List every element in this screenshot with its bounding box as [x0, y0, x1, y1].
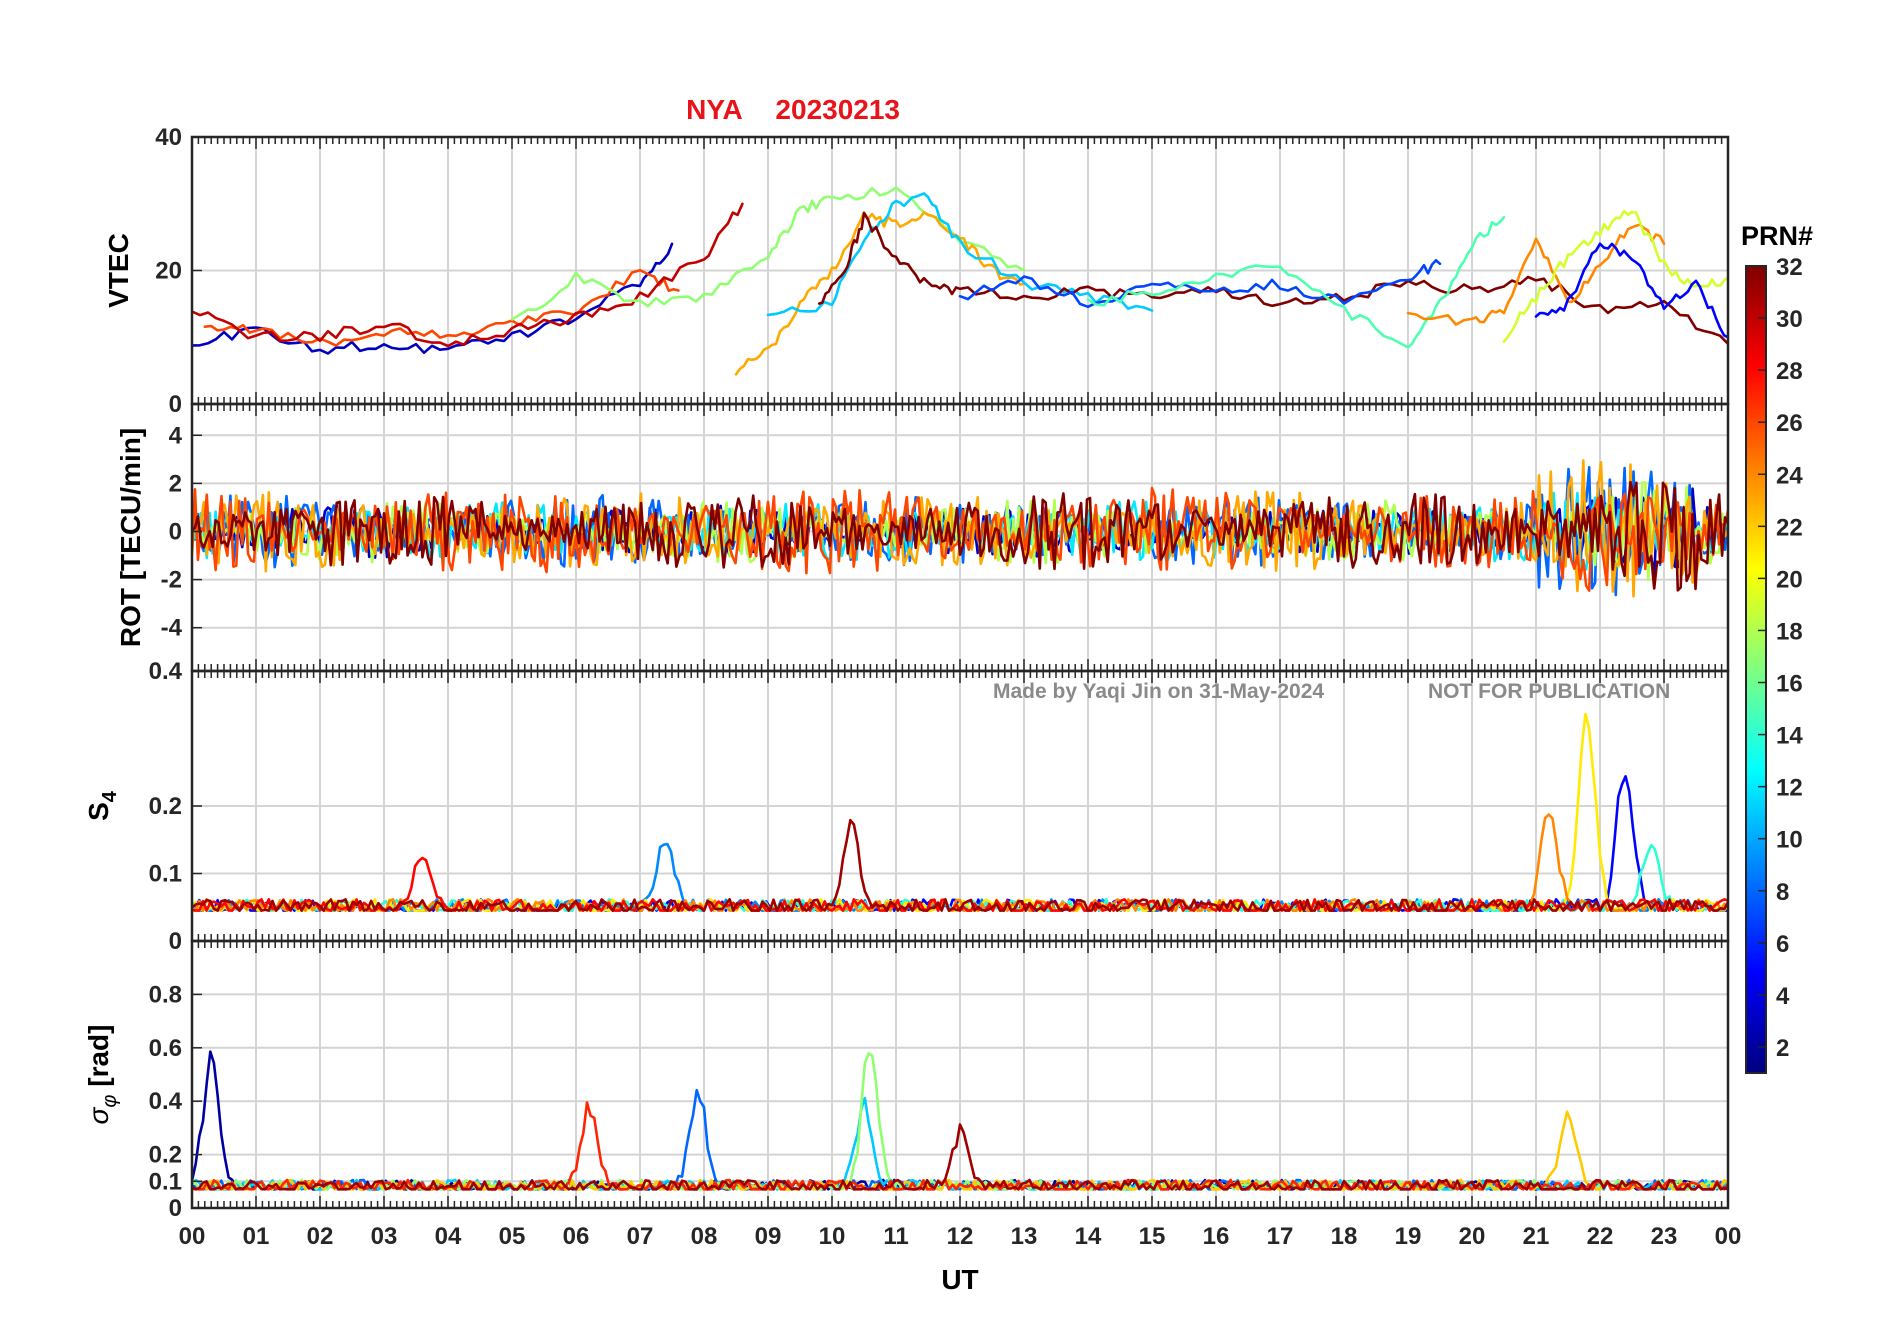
x-tick-label: 17	[1267, 1223, 1294, 1250]
series-prn-23	[734, 210, 1026, 376]
y-tick-label: 2	[169, 470, 182, 497]
colorbar-tick-label: 18	[1776, 618, 1803, 645]
colorbar-tick-label: 14	[1776, 723, 1803, 750]
y-tick-label: -4	[161, 615, 183, 642]
y-tick-label: 0.4	[149, 1088, 183, 1115]
x-tick-label: 12	[947, 1223, 974, 1250]
x-tick-label: 00	[179, 1223, 206, 1250]
panel-vtec-series	[192, 186, 1728, 376]
x-tick-label: 05	[499, 1223, 526, 1250]
x-tick-label: 04	[435, 1223, 462, 1250]
series-prn-26	[203, 268, 680, 347]
colorbar-tick-label: 20	[1776, 566, 1803, 593]
watermark-author: Made by Yaqi Jin on 31-May-2024	[993, 680, 1324, 703]
panel-s4-series	[192, 712, 1728, 912]
x-axis-label: UT	[941, 1264, 978, 1295]
series-prn-15	[1086, 215, 1506, 349]
y-tick-label: 0	[169, 928, 182, 955]
colorbar-tick-label: 30	[1776, 306, 1803, 333]
colorbar-tick-label: 28	[1776, 358, 1803, 385]
series-prn-30	[192, 202, 744, 348]
colorbar-tick-label: 8	[1776, 879, 1789, 906]
colorbar-tick-label: 16	[1776, 671, 1803, 698]
colorbar-tick-label: 24	[1776, 462, 1803, 489]
y-tick-label: 4	[169, 422, 183, 449]
title-date: 20230213	[775, 94, 900, 125]
series-prn-32	[192, 480, 1728, 592]
x-tick-label: 21	[1523, 1223, 1550, 1250]
y-tick-label: 0.1	[149, 1168, 182, 1195]
y-axis-label-s4: S4	[83, 790, 121, 821]
panel-rot-series	[192, 459, 1728, 598]
colorbar-tick-label: 10	[1776, 827, 1803, 854]
colorbar-tick-label: 12	[1776, 775, 1803, 802]
y-axis-label-rot: ROT [TECU/min]	[115, 428, 146, 647]
x-tick-label: 16	[1203, 1223, 1230, 1250]
colorbar-tick-label: 6	[1776, 931, 1789, 958]
x-tick-label: 14	[1075, 1223, 1102, 1250]
colorbar	[1745, 265, 1767, 1074]
x-tick-label: 23	[1651, 1223, 1678, 1250]
panel-sigma_phi: 0.8 0.6 0.4 0.20.10 σφ [rad]	[83, 939, 1730, 1222]
series-prn-5	[1534, 242, 1728, 339]
x-tick-labels: 00 01 02 03 04 05 06 07 08 09 10 11 12 13 14 15 16 17 18 19…	[179, 1223, 1742, 1250]
panel-rot: 4 2 0 -2 -4 ROT [TECU/min]	[115, 402, 1730, 673]
colorbar-label: PRN#	[1741, 221, 1813, 251]
series-prn-31	[192, 1123, 1728, 1191]
x-tick-label: 00	[1715, 1223, 1742, 1250]
y-tick-label: 20	[155, 258, 182, 285]
title-station: NYA	[686, 94, 742, 125]
x-tick-label: 08	[691, 1223, 718, 1250]
colorbar-tick-label: 32	[1776, 254, 1803, 281]
panel-vtec: 40 20 0 VTEC	[103, 124, 1730, 418]
colorbar-tick-label: 2	[1776, 1035, 1789, 1062]
x-tick-label: 06	[563, 1223, 590, 1250]
x-tick-label: 13	[1011, 1223, 1038, 1250]
y-axis-label-sigma_phi: σφ [rad]	[83, 1025, 121, 1125]
x-tick-label: 01	[243, 1223, 270, 1250]
watermark-notice: NOT FOR PUBLICATION	[1428, 680, 1670, 703]
x-tick-label: 18	[1331, 1223, 1358, 1250]
y-tick-label: 0	[169, 391, 182, 418]
y-tick-label: 0.2	[149, 793, 182, 820]
series-prn-24	[1406, 223, 1666, 326]
y-tick-label: 0.4	[149, 658, 183, 685]
chart-title: NYA 20230213	[686, 94, 900, 125]
y-axis-label-vtec: VTEC	[103, 233, 134, 308]
y-tick-label: -2	[161, 567, 182, 594]
series-prn-19	[1502, 209, 1728, 343]
colorbar-tick-label: 4	[1776, 983, 1790, 1010]
x-tick-label: 03	[371, 1223, 398, 1250]
y-tick-label: 0.6	[149, 1035, 182, 1062]
series-prn-3	[192, 242, 674, 355]
x-tick-label: 09	[755, 1223, 782, 1250]
x-tick-label: 22	[1587, 1223, 1614, 1250]
y-tick-label: 0.8	[149, 981, 182, 1008]
series-prn-31	[192, 818, 1728, 912]
y-tick-label: 0	[169, 1195, 182, 1222]
y-tick-label: 40	[155, 124, 182, 151]
y-tick-label: 0.1	[149, 861, 182, 888]
panel-sigma_phi-series	[192, 1050, 1728, 1191]
x-tick-label: 07	[627, 1223, 654, 1250]
colorbar-tick-label: 26	[1776, 410, 1803, 437]
x-tick-label: 11	[883, 1223, 908, 1250]
series-prn-32	[817, 211, 1728, 346]
x-tick-label: 02	[307, 1223, 334, 1250]
series-prn-7	[958, 259, 1442, 309]
y-tick-label: 0	[169, 518, 182, 545]
x-tick-label: 15	[1139, 1223, 1166, 1250]
x-tick-label: 20	[1459, 1223, 1486, 1250]
colorbar-tick-label: 22	[1776, 514, 1803, 541]
x-tick-label: 10	[819, 1223, 846, 1250]
y-tick-label: 0.2	[149, 1142, 182, 1169]
x-tick-label: 19	[1395, 1223, 1422, 1250]
